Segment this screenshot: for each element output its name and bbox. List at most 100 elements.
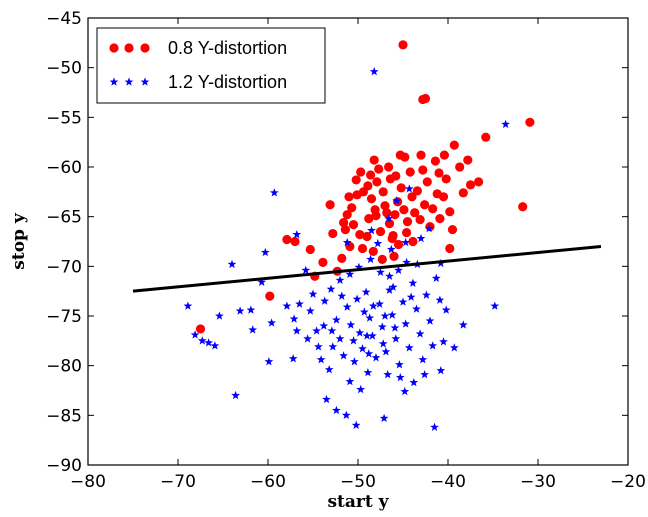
red-circle-point — [418, 165, 428, 175]
red-circle-point — [408, 236, 418, 247]
blue-star-point — [398, 297, 408, 306]
x-tick-label: −50 — [340, 472, 376, 492]
blue-star-point — [404, 184, 414, 193]
blue-star-point — [425, 316, 435, 325]
red-circle-point — [347, 203, 357, 213]
blue-star-point — [204, 338, 213, 347]
y-tick-label: −55 — [46, 108, 82, 128]
red-circle-point — [391, 171, 401, 181]
blue-star-point — [408, 278, 418, 287]
legend-label: 0.8 Y-distortion — [168, 38, 287, 58]
blue-star-point — [362, 331, 372, 340]
x-tick-label: −70 — [160, 472, 196, 492]
red-circle-point — [342, 210, 352, 220]
y-axis-label: stop y — [9, 212, 29, 270]
blue-star-point — [435, 295, 445, 304]
black-trend-line — [132, 244, 602, 293]
blue-star-point — [301, 265, 311, 275]
blue-star-point — [387, 310, 397, 319]
red-circle-point — [447, 224, 458, 235]
blue-star-point — [406, 292, 416, 301]
blue-star-point — [248, 325, 258, 334]
red-circle-point — [393, 239, 404, 250]
blue-star-point — [308, 289, 318, 298]
blue-star-point — [385, 271, 394, 280]
red-circle-point — [371, 211, 381, 221]
y-tick-label: −75 — [46, 307, 82, 327]
blue-star-point — [231, 390, 240, 400]
legend: 0.8 Y-distortion 1.2 Y-distortion — [96, 27, 326, 104]
blue-star-point — [292, 326, 302, 335]
red-circle-point — [390, 210, 400, 220]
red-circle-point — [339, 218, 349, 228]
red-circle-point — [377, 254, 387, 264]
red-circle-point — [481, 132, 491, 142]
blue-star-point — [190, 330, 200, 339]
blue-star-point — [335, 275, 345, 284]
blue-star-point — [416, 233, 426, 243]
blue-star-point — [365, 313, 375, 322]
legend-star-marker — [140, 77, 150, 86]
blue-star-point — [385, 285, 394, 294]
blue-star-point — [361, 287, 371, 296]
blue-star-point — [390, 323, 400, 332]
blue-star-point — [295, 299, 304, 308]
red-circle-point — [518, 202, 528, 212]
red-circle-point — [348, 220, 359, 230]
blue-star-point — [332, 315, 341, 324]
blue-star-point — [289, 314, 299, 323]
red-circle-point — [374, 164, 384, 174]
red-circle-point — [195, 324, 206, 334]
blue-star-point — [319, 321, 329, 330]
blue-star-point — [401, 237, 411, 247]
red-circle-point — [380, 201, 390, 211]
red-circle-point — [340, 224, 350, 235]
blue-star-point — [345, 269, 355, 278]
legend-circle-marker — [140, 43, 150, 53]
red-circle-point — [458, 188, 468, 198]
blue-star-point — [400, 386, 410, 396]
y-tick-label: −45 — [46, 9, 82, 29]
blue-star-point — [358, 344, 367, 353]
blue-star-point — [422, 290, 431, 299]
red-circle-point — [435, 214, 445, 224]
red-circle-point — [525, 117, 535, 127]
blue-star-point — [392, 196, 402, 205]
blue-star-point — [314, 342, 323, 351]
red-circle-point — [369, 155, 379, 165]
blue-star-point — [355, 328, 365, 337]
blue-star-point — [335, 334, 345, 343]
red-circle-point — [418, 94, 428, 105]
blue-star-point — [378, 339, 388, 348]
blue-star-point — [359, 307, 369, 316]
blue-star-point — [342, 302, 352, 311]
red-circle-point — [389, 251, 399, 261]
blue-star-point — [342, 237, 352, 247]
blue-star-point — [292, 229, 302, 239]
blue-star-point — [349, 336, 358, 345]
red-circle-point — [337, 253, 347, 263]
red-circle-point — [352, 190, 362, 200]
red-circle-point — [412, 186, 422, 196]
blue-star-point — [350, 357, 359, 366]
red-circle-point — [422, 177, 432, 187]
red-circle-point — [438, 192, 449, 202]
red-circle-point — [455, 162, 465, 172]
legend-circle-marker — [124, 43, 134, 53]
red-circle-point — [366, 194, 377, 204]
red-circle-point — [407, 192, 417, 202]
red-circle-point — [372, 177, 382, 187]
red-circle-point — [366, 170, 376, 180]
red-circle-point — [355, 229, 365, 240]
blue-star-point — [409, 377, 419, 387]
blue-star-point — [371, 353, 381, 362]
blue-star-point — [412, 304, 421, 313]
blue-star-point — [288, 354, 298, 363]
blue-star-point — [424, 223, 434, 233]
red-circle-point — [398, 40, 408, 50]
legend-box — [96, 27, 326, 104]
blue-star-point — [501, 119, 510, 129]
blue-star-point — [441, 305, 451, 314]
blue-star-point — [235, 306, 245, 315]
